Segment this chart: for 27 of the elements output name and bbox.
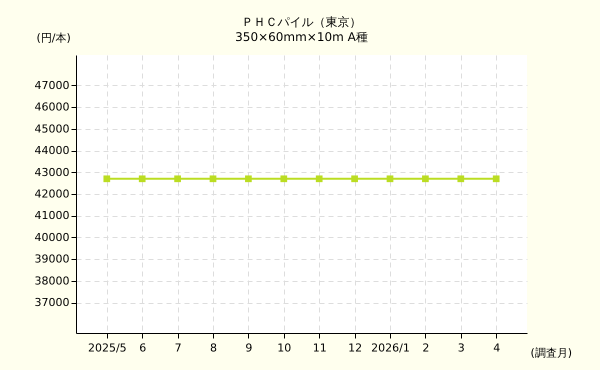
chart-subtitle: 350×60mm×10m A種 — [235, 30, 368, 44]
x-tick-label: 8 — [210, 342, 217, 354]
x-axis-title: (調査月) — [530, 346, 572, 360]
x-tick-label: 11 — [312, 342, 327, 354]
y-tick-label: 37000 — [34, 296, 70, 310]
y-tick-label: 43000 — [34, 166, 70, 179]
x-tick-label: 10 — [277, 342, 292, 354]
x-tick-label: 9 — [245, 342, 252, 354]
y-tick-label: 42000 — [34, 188, 70, 200]
y-tick-label: 46000 — [34, 100, 70, 114]
y-axis-title: (円/本) — [36, 32, 71, 44]
y-tick-label: 41000 — [34, 209, 70, 222]
x-tick-label: 12 — [348, 342, 362, 354]
x-tick-label: 7 — [174, 342, 182, 354]
y-tick-label: 38000 — [34, 274, 70, 288]
y-tick-label: 40000 — [34, 230, 70, 244]
x-tick-label: 2026/1 — [371, 342, 410, 354]
y-tick-label: 47000 — [34, 78, 70, 92]
x-tick-label: 3 — [458, 342, 465, 354]
chart-title: ＰＨＣパイル（東京） — [242, 15, 362, 29]
x-tick-label: 6 — [139, 342, 146, 354]
y-tick-label: 44000 — [34, 144, 70, 158]
y-tick-label: 45000 — [34, 122, 70, 136]
x-tick-label: 2 — [422, 342, 430, 354]
y-tick-label: 39000 — [34, 252, 70, 266]
x-tick-label: 2025/5 — [88, 342, 127, 354]
x-tick-label: 4 — [493, 342, 500, 354]
